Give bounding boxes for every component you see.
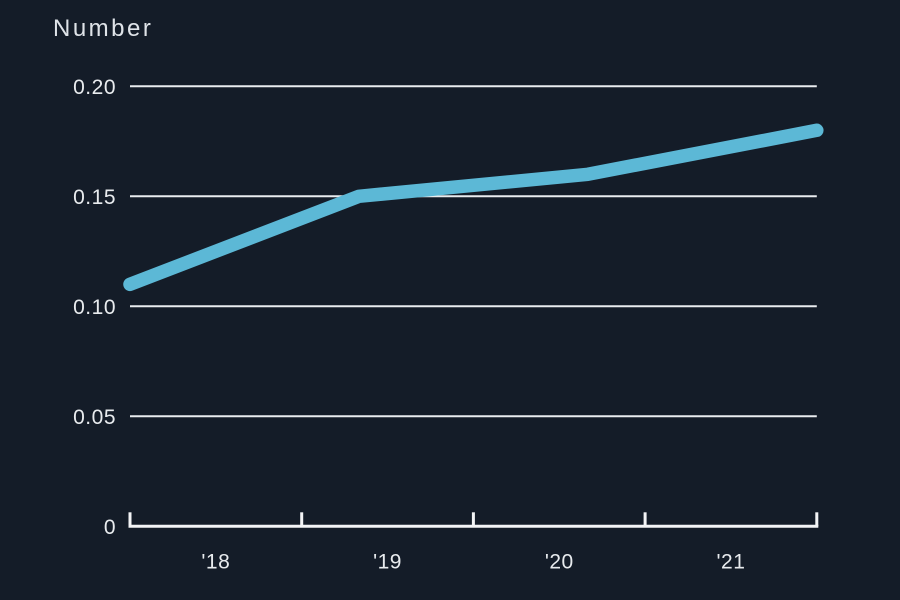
x-axis-tick-label: '21 [717,550,746,573]
x-axis-tick-label: '18 [201,550,230,573]
x-axis-tick-label: '19 [373,550,402,573]
chart-title: Number [53,15,154,42]
y-axis-tick-label: 0.15 [73,186,116,209]
data-line-number-series [123,123,824,292]
y-axis-tick-label: 0.10 [73,296,116,319]
x-axis-tick-label: '20 [545,550,574,573]
y-axis-tick-label: 0.20 [73,76,116,99]
y-axis-tick-label: 0 [104,516,116,539]
y-axis-tick-label: 0.05 [73,406,116,429]
